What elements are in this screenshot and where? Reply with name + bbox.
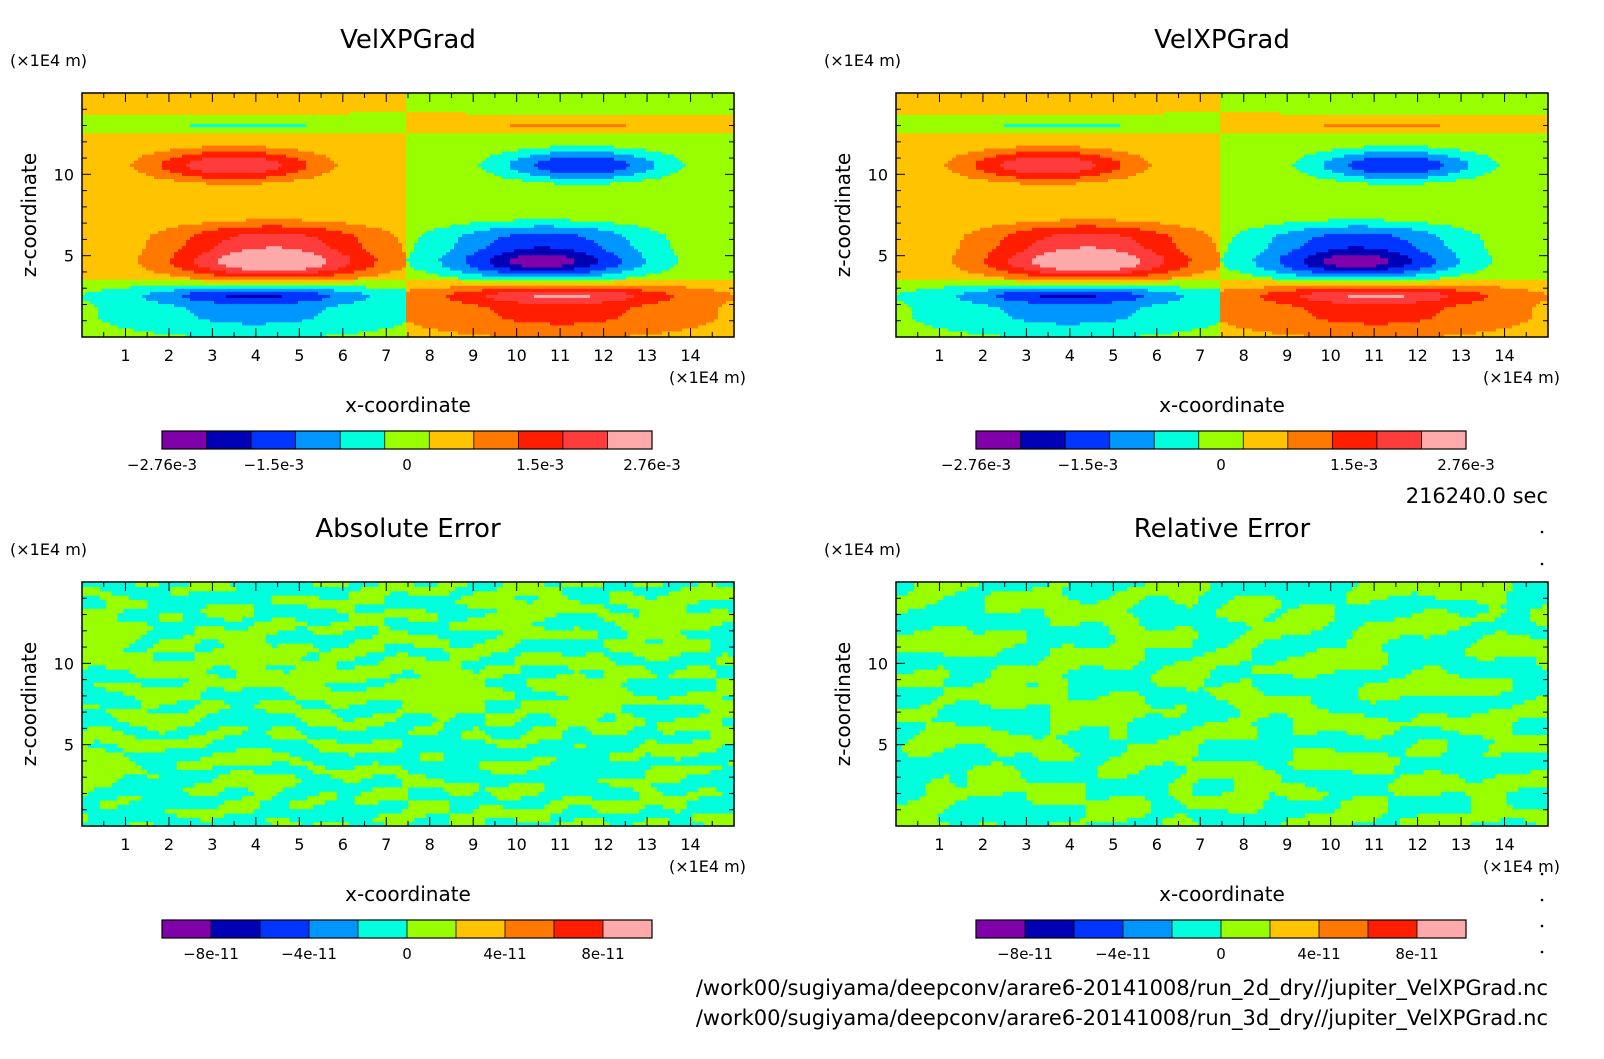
footer-path-3d: /work00/sugiyama/deepconv/arare6-2014100…	[696, 1006, 1548, 1031]
heatmap-cells	[82, 93, 735, 338]
time-label: 216240.0 sec	[1406, 484, 1548, 508]
footer-path-2d: /work00/sugiyama/deepconv/arare6-2014100…	[696, 976, 1548, 1001]
